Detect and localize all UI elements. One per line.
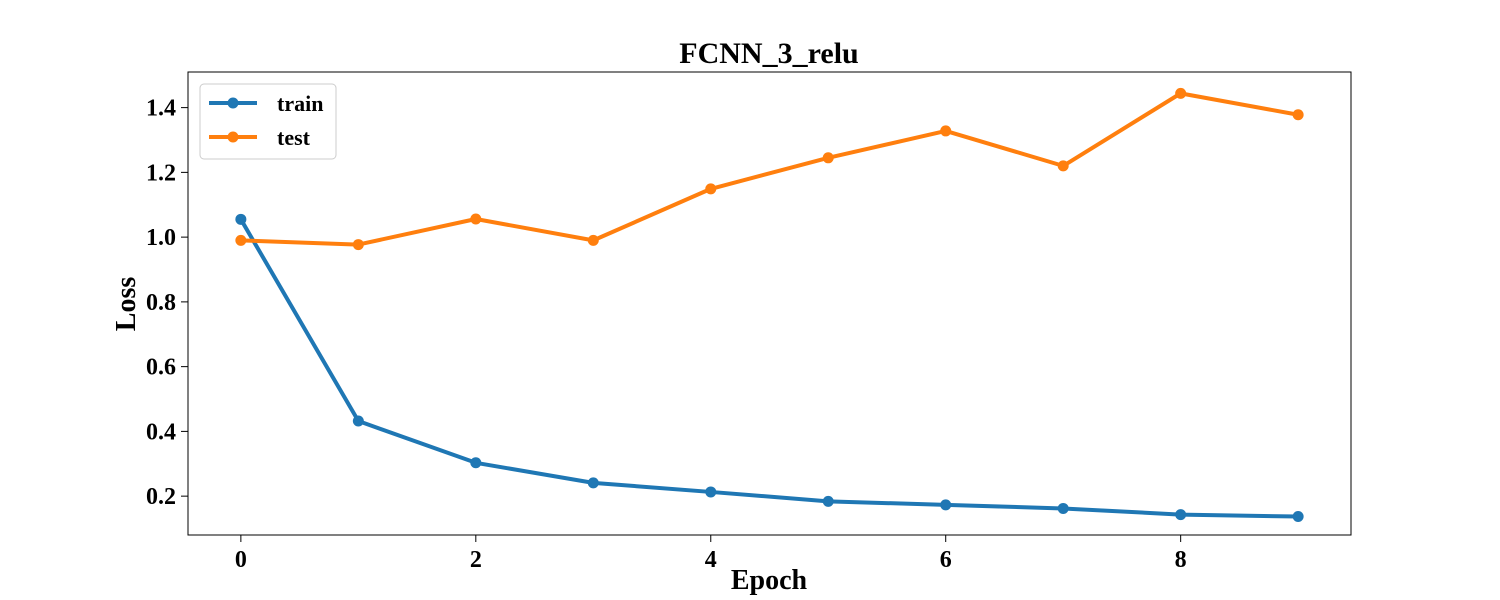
legend-item-test: test [209, 125, 311, 150]
data-point-train [1292, 511, 1304, 523]
data-point-test [705, 183, 717, 195]
x-tick-label: 2 [470, 547, 482, 573]
y-tick-label: 0.2 [146, 484, 176, 510]
data-point-train [1175, 509, 1187, 521]
data-point-test [940, 125, 952, 137]
data-point-train [235, 213, 247, 225]
x-tick-label: 6 [940, 547, 952, 573]
legend-label-test: test [277, 125, 311, 150]
y-tick-label: 1.0 [146, 225, 176, 251]
data-point-test [587, 234, 599, 246]
data-point-test [235, 234, 247, 246]
plot-area-frame [187, 71, 1352, 536]
x-tick-label: 0 [235, 547, 247, 573]
y-tick-label: 0.6 [146, 355, 176, 381]
legend-item-train: train [209, 91, 323, 116]
data-point-test [1057, 160, 1069, 172]
y-tick-label: 1.4 [146, 96, 176, 122]
legend-label-train: train [277, 91, 323, 116]
data-point-train [470, 457, 482, 469]
data-point-test [352, 239, 364, 251]
x-axis-label: Epoch [731, 565, 808, 596]
y-tick-label: 0.8 [146, 290, 176, 316]
x-tick-label: 8 [1175, 547, 1187, 573]
x-axis-ticks: 0 2 4 6 8 [235, 535, 1187, 573]
y-tick-label: 0.4 [146, 419, 176, 445]
data-point-test [470, 213, 482, 225]
data-point-train [940, 499, 952, 511]
series-layer [235, 87, 1304, 523]
data-point-test [1175, 87, 1187, 99]
y-axis-label: Loss [111, 277, 142, 332]
legend-marker-test [227, 131, 239, 143]
data-point-test [1292, 109, 1304, 121]
data-point-train [822, 495, 834, 507]
legend: train test [199, 83, 337, 160]
data-point-train [705, 486, 717, 498]
series-line-test [238, 91, 1301, 247]
chart-title: FCNN_3_relu [679, 37, 858, 70]
data-point-test [822, 152, 834, 164]
y-axis-ticks: 0.2 0.4 0.6 0.8 1.0 1.2 1.4 [146, 96, 188, 510]
y-tick-label: 1.2 [146, 160, 176, 186]
data-point-train [352, 415, 364, 427]
data-point-train [1057, 502, 1069, 514]
data-point-train [587, 477, 599, 489]
series-test [235, 87, 1304, 251]
series-train [235, 213, 1304, 523]
x-tick-label: 4 [705, 547, 717, 573]
series-line-train [238, 217, 1301, 519]
legend-marker-train [227, 97, 239, 109]
